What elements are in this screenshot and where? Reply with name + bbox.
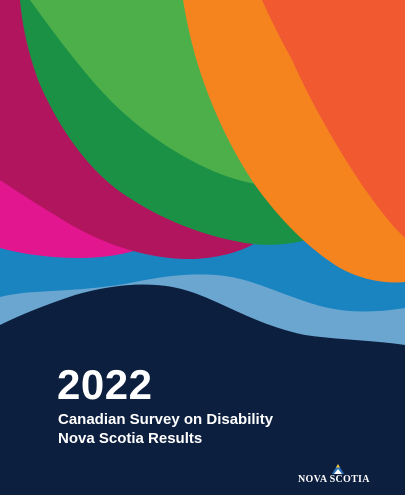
report-year: 2022 [57,361,153,408]
nova-scotia-logo: NOVA SCOTIA [298,463,374,485]
logo-wordmark: NOVA SCOTIA [298,474,370,485]
red-orange-petal [262,0,405,238]
report-subtitle: Nova Scotia Results [58,430,203,447]
navy-dip [0,303,405,495]
report-title: Canadian Survey on Disability [58,411,274,428]
flag-icon [332,464,344,474]
